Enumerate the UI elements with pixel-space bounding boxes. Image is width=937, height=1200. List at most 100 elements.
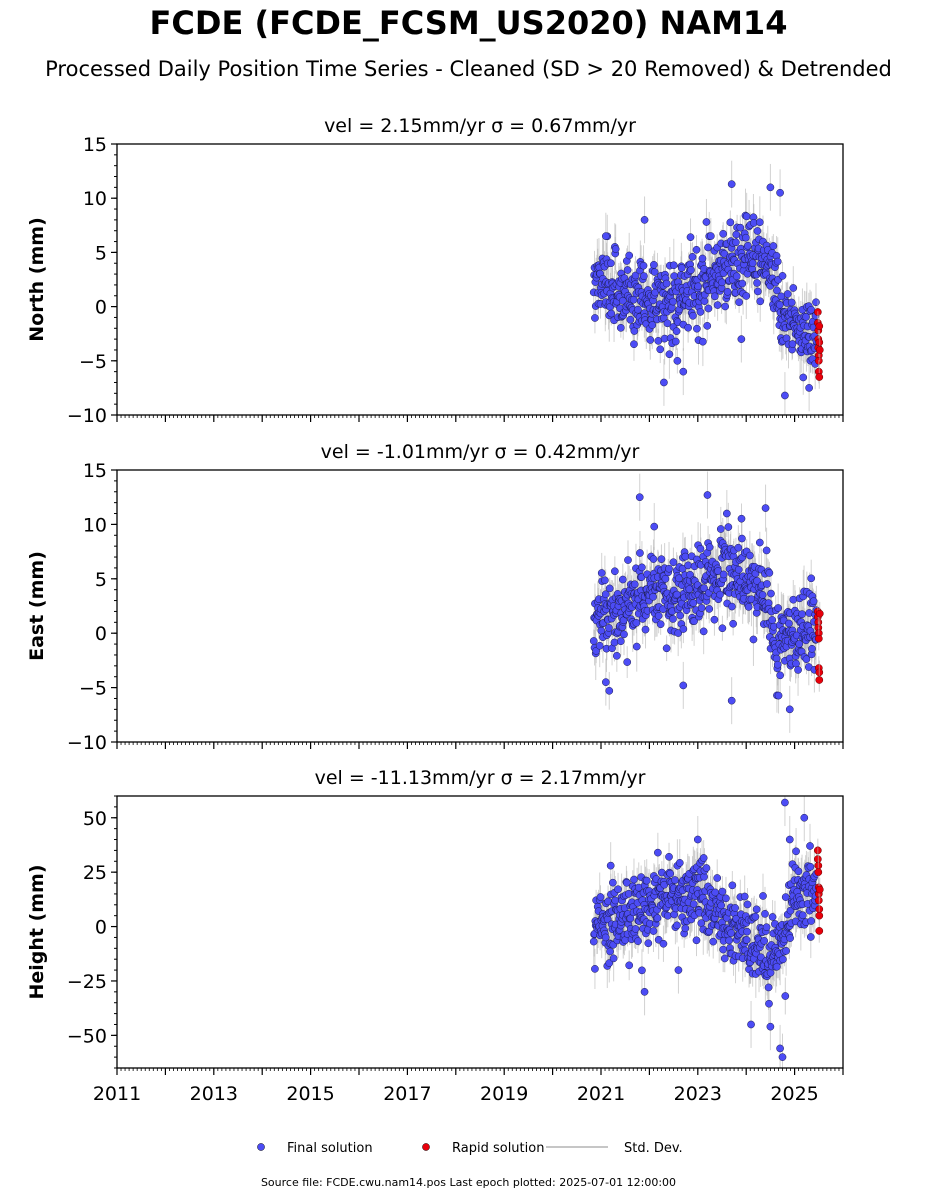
final-solution-point: [612, 651, 621, 660]
final-solution-point: [742, 233, 750, 242]
panel-title: vel = -1.01mm/yr σ = 0.42mm/yr: [321, 441, 640, 463]
final-solution-point: [717, 901, 726, 910]
final-solution-point: [616, 323, 625, 332]
final-solution-point: [718, 887, 727, 896]
final-solution-point: [672, 327, 681, 336]
final-solution-point: [778, 272, 787, 280]
final-solution-point: [631, 271, 640, 280]
final-solution-point: [686, 233, 695, 242]
final-solution-point: [699, 337, 707, 346]
final-solution-point: [634, 305, 642, 314]
final-solution-point: [675, 574, 683, 583]
final-solution-point: [735, 298, 743, 307]
final-solution-point: [789, 284, 798, 292]
final-solution-point: [605, 686, 614, 695]
final-solution-point: [766, 183, 775, 192]
final-solution-point: [786, 934, 794, 942]
final-solution-point: [650, 522, 659, 531]
y-axis-label: North (mm): [26, 217, 48, 342]
final-solution-point: [662, 279, 671, 288]
y-tick-label: 5: [95, 242, 107, 264]
final-solution-point: [681, 552, 690, 561]
final-solution-point: [719, 229, 728, 238]
rapid-solution-point: [815, 322, 824, 330]
final-solution-point: [781, 391, 789, 400]
final-solution-point: [657, 555, 666, 564]
x-tick-label: 2015: [286, 1083, 334, 1105]
final-solution-point: [718, 278, 726, 287]
final-solution-point: [703, 322, 712, 330]
final-solution-point: [641, 625, 650, 634]
final-solution-point: [601, 576, 609, 585]
final-solution-point: [639, 261, 648, 270]
final-solution-point: [704, 304, 713, 313]
final-solution-point: [781, 992, 790, 1000]
final-solution-point: [696, 308, 705, 316]
final-solution-point: [732, 230, 741, 239]
final-solution-point: [773, 660, 782, 669]
final-solution-point: [606, 861, 615, 870]
final-solution-point: [727, 696, 736, 705]
y-tick-label: −25: [67, 971, 107, 993]
final-solution-point: [607, 309, 616, 318]
final-solution-point: [696, 544, 705, 553]
rapid-solution-series: [813, 838, 824, 943]
final-solution-point: [690, 617, 698, 626]
y-tick-label: 50: [83, 808, 107, 830]
final-solution-point: [806, 842, 814, 850]
east-panel: −10 −5 0 5 10 15 vel = -1.01mm/yr σ = 0.42mm/y…: [26, 441, 844, 754]
final-solution-point: [736, 223, 745, 232]
final-solution-point: [693, 324, 701, 333]
y-tick-label: −50: [67, 1025, 107, 1047]
final-solution-point: [809, 597, 818, 606]
final-solution-point: [720, 954, 729, 963]
x-tick-label: 2021: [577, 1083, 625, 1105]
plot-area: [589, 796, 824, 1068]
final-solution-point: [679, 367, 688, 376]
x-tick-label: 2011: [93, 1083, 141, 1105]
final-solution-point: [632, 618, 641, 627]
rapid-solution-series: [813, 300, 824, 389]
final-solution-point: [656, 620, 665, 629]
y-tick-label: −5: [79, 678, 107, 700]
final-solution-point: [774, 691, 783, 700]
legend: Final solution Rapid solution Std. Dev.: [257, 1141, 683, 1156]
final-solution-point: [769, 242, 778, 250]
final-solution-point: [699, 627, 708, 636]
final-solution-point: [799, 373, 808, 382]
final-solution-point: [609, 954, 618, 963]
final-solution-point: [663, 319, 672, 328]
final-solution-point: [812, 298, 820, 307]
final-solution-point: [798, 911, 807, 920]
final-solution-point: [779, 955, 787, 964]
final-solution-point: [601, 933, 610, 942]
final-solution-point: [640, 272, 648, 280]
final-solution-point: [614, 885, 622, 894]
final-solution-point: [755, 538, 764, 547]
final-solution-point: [753, 287, 762, 296]
final-solution-point: [792, 847, 800, 856]
rapid-solution-point: [815, 927, 824, 935]
final-solution-point: [778, 1053, 787, 1061]
final-solution-point: [610, 638, 619, 647]
final-solution-point: [671, 876, 679, 884]
legend-final-swatch: [257, 1143, 265, 1151]
final-solution-point: [626, 315, 635, 324]
final-solution-point: [665, 564, 673, 573]
rapid-solution-point: [814, 868, 823, 877]
plot-area: [589, 471, 824, 733]
final-solution-point: [638, 563, 646, 572]
final-solution-point: [648, 321, 657, 329]
y-tick-label: −5: [79, 351, 107, 373]
final-solution-point: [663, 911, 672, 920]
final-solution-point: [618, 296, 627, 305]
final-solution-point: [646, 336, 655, 344]
final-solution-point: [684, 561, 692, 570]
final-solution-point: [607, 259, 615, 268]
y-tick-label: 0: [95, 297, 107, 319]
final-solution-point: [665, 852, 673, 861]
rapid-solution-point: [815, 885, 824, 894]
final-solution-point: [601, 590, 610, 599]
final-solution-point: [618, 575, 627, 584]
